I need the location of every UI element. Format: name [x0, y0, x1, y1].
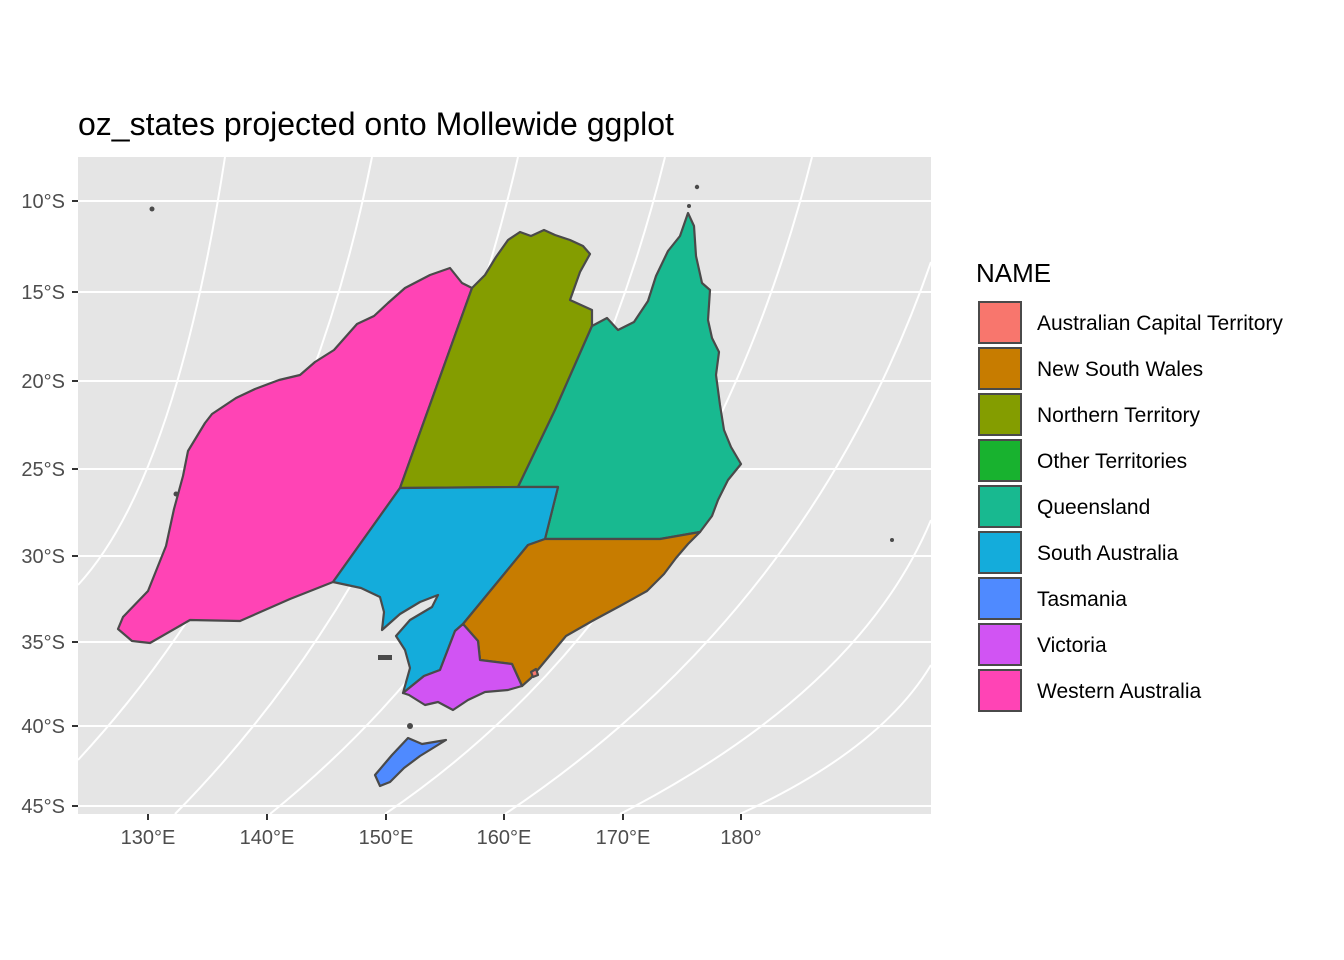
map-title: oz_states projected onto Mollewide ggplo…	[78, 106, 674, 142]
islet	[694, 184, 700, 190]
x-tick-label: 150°E	[359, 827, 414, 849]
legend-key-australian-capital-territory	[978, 301, 1022, 344]
y-tick-label: 40°S	[21, 716, 65, 738]
islet	[687, 204, 691, 208]
legend-label: South Australia	[1037, 542, 1179, 565]
x-tick-label: 140°E	[240, 827, 295, 849]
legend-key-new-south-wales	[978, 347, 1022, 390]
y-tick-label: 10°S	[21, 191, 65, 213]
legend-label: New South Wales	[1037, 358, 1203, 381]
x-tick-label: 180°	[720, 827, 761, 849]
y-tick-label: 25°S	[21, 459, 65, 481]
legend-label: Australian Capital Territory	[1037, 312, 1283, 335]
islet	[378, 655, 392, 660]
meridian-130e	[77, 156, 226, 586]
legend-key-victoria	[978, 623, 1022, 666]
x-axis: 130°E 140°E 150°E 160°E 170°E 180°	[121, 814, 762, 849]
y-tick-label: 30°S	[21, 546, 65, 568]
legend-key-other-territories	[978, 439, 1022, 482]
region-western-australia	[116, 266, 474, 645]
legend-key-tasmania	[978, 577, 1022, 620]
x-tick-label: 170°E	[596, 827, 651, 849]
legend-key-south-australia	[978, 531, 1022, 574]
y-tick-label: 45°S	[21, 796, 65, 818]
legend-key-queensland	[978, 485, 1022, 528]
legend-key-northern-territory	[978, 393, 1022, 436]
states-layer	[116, 184, 894, 788]
islet	[149, 206, 155, 212]
y-tick-label: 20°S	[21, 371, 65, 393]
legend-label: Tasmania	[1037, 588, 1127, 611]
islet	[890, 538, 894, 542]
legend-label: Other Territories	[1037, 450, 1187, 473]
x-tick-label: 160°E	[477, 827, 532, 849]
meridian-180	[504, 261, 932, 815]
y-tick-label: 35°S	[21, 632, 65, 654]
region-victoria	[401, 622, 524, 712]
region-australian-capital-territory	[529, 667, 540, 679]
legend-label: Western Australia	[1037, 680, 1202, 703]
legend-label: Queensland	[1037, 496, 1150, 519]
legend-label: Northern Territory	[1037, 404, 1200, 427]
y-tick-label: 15°S	[21, 282, 65, 304]
plot-panel	[77, 156, 932, 815]
legend-key-western-australia	[978, 669, 1022, 712]
islet	[407, 723, 413, 729]
legend-label: Victoria	[1037, 634, 1107, 657]
legend-title: NAME	[976, 258, 1051, 288]
x-tick-label: 130°E	[121, 827, 176, 849]
meridian-190	[619, 519, 932, 815]
y-axis: 10°S 15°S 20°S 25°S 30°S 35°S 40°S 45°S	[21, 191, 78, 818]
legend: NAME Australian Capital Territory New So…	[976, 258, 1283, 712]
meridian-200	[739, 664, 932, 815]
region-tasmania	[373, 736, 448, 788]
islet	[173, 491, 179, 497]
